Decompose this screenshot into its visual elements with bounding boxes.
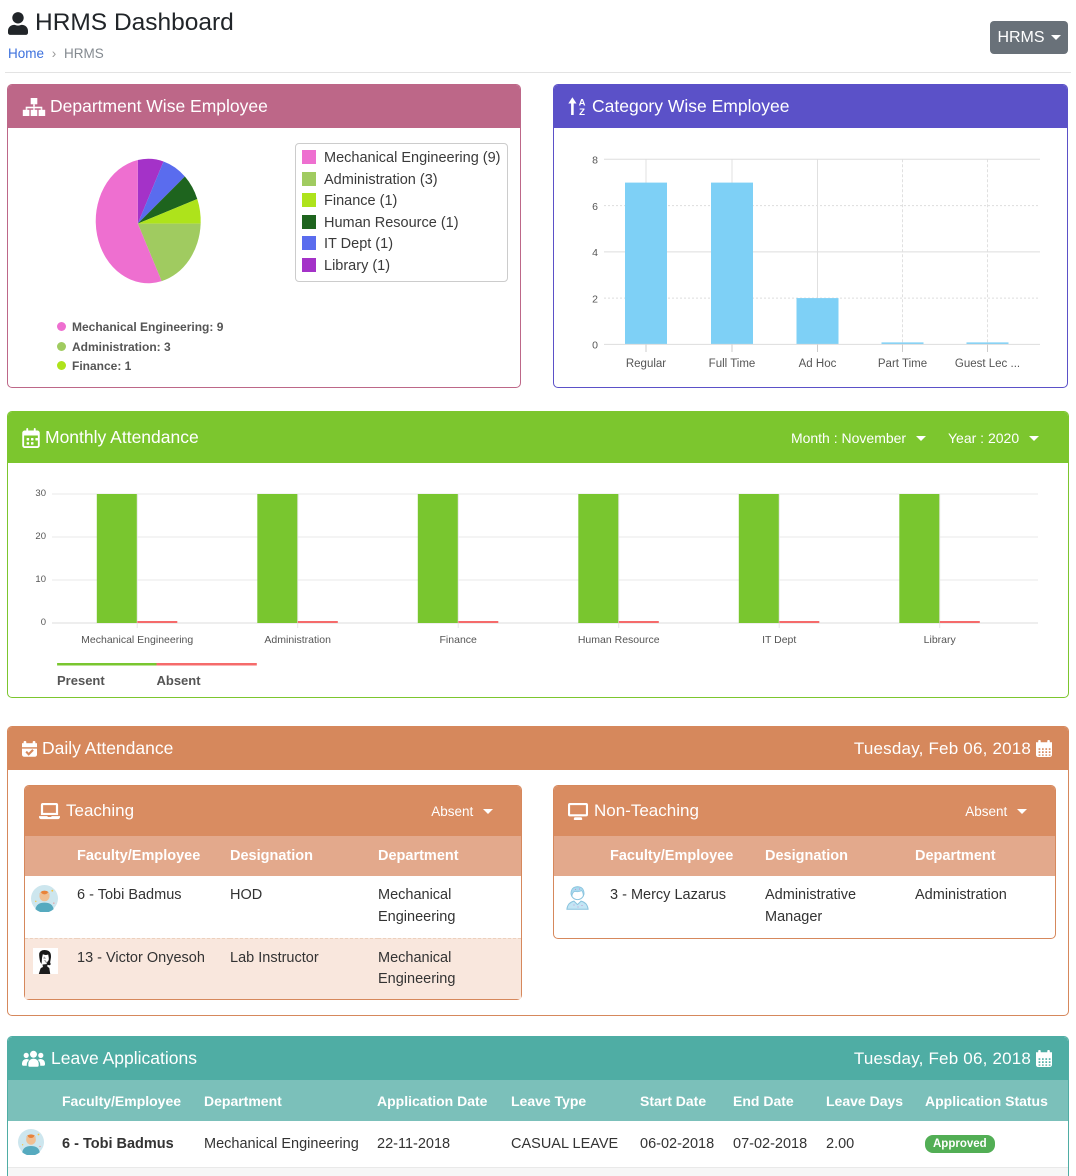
svg-text:Administration: Administration [264,634,331,646]
svg-text:6: 6 [592,201,598,213]
svg-text:Finance: Finance [440,634,478,646]
svg-text:Full Time: Full Time [709,358,756,370]
svg-text:A: A [579,98,586,109]
svg-text:Z: Z [579,107,585,116]
svg-text:10: 10 [35,574,46,585]
svg-text:Part Time: Part Time [878,358,927,370]
svg-text:0: 0 [592,340,598,352]
svg-text:Ad Hoc: Ad Hoc [799,358,837,370]
svg-text:20: 20 [35,531,46,542]
svg-text:0: 0 [41,617,46,628]
svg-text:2: 2 [592,293,598,305]
svg-text:Present: Present [57,673,105,688]
svg-text:IT Dept: IT Dept [762,634,796,646]
svg-text:Absent: Absent [157,673,202,688]
svg-text:4: 4 [592,247,598,259]
svg-text:Human Resource: Human Resource [578,634,660,646]
svg-text:Guest Lec ...: Guest Lec ... [955,358,1020,370]
svg-text:30: 30 [35,488,46,499]
svg-text:Regular: Regular [626,358,666,370]
svg-text:Mechanical Engineering: Mechanical Engineering [81,634,193,646]
svg-text:Library: Library [924,634,957,646]
svg-text:8: 8 [592,154,598,166]
